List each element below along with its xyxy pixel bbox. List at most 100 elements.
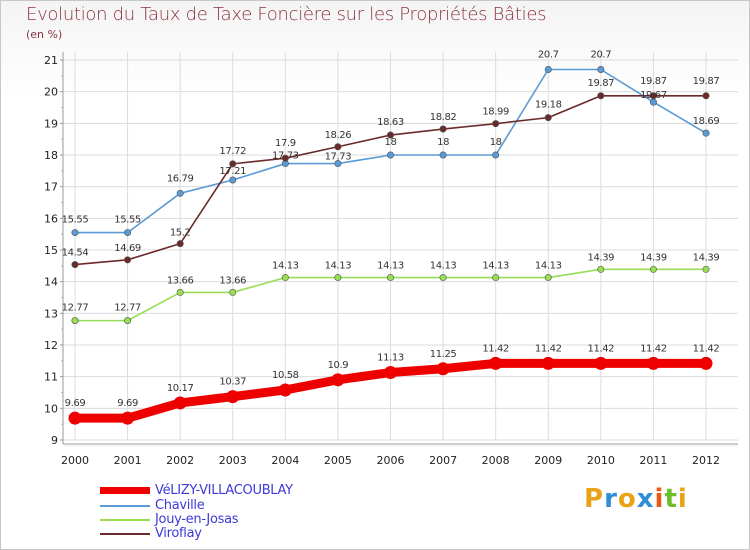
legend-label-chaville: Chaville (155, 498, 205, 513)
data-label: 10.37 (219, 377, 246, 388)
data-point (597, 92, 605, 100)
chart-title: Evolution du Taux de Taxe Foncière sur l… (26, 4, 547, 25)
data-label: 19.67 (640, 90, 667, 101)
data-point (176, 240, 184, 248)
data-point (124, 317, 132, 325)
data-label: 13.66 (219, 275, 246, 286)
y-tick-label: 14 (44, 276, 58, 289)
data-label: 20.7 (590, 50, 611, 61)
y-tick-label: 12 (44, 339, 58, 352)
data-label: 19.87 (693, 76, 720, 87)
data-point (281, 274, 289, 282)
data-label: 11.42 (482, 343, 509, 354)
data-point (492, 120, 500, 128)
data-label: 19.87 (640, 76, 667, 87)
data-point (71, 229, 79, 237)
data-label: 14.39 (693, 252, 720, 263)
x-tick-label: 2000 (61, 454, 89, 467)
data-label: 10.9 (328, 360, 349, 371)
data-point (229, 176, 237, 184)
data-labels: 15.55 15.55 16.79 17.21 17.73 17.73 18 18 18 20.7… (62, 50, 720, 410)
data-point (702, 92, 710, 100)
data-label: 11.42 (693, 343, 720, 354)
data-point (702, 265, 710, 273)
legend-swatch-viroflay (100, 533, 150, 535)
data-label: 11.13 (377, 353, 404, 364)
data-label: 18.69 (693, 116, 720, 127)
legend-label-viroflay: Viroflay (155, 526, 202, 541)
data-point (386, 151, 394, 159)
x-tick-label: 2008 (482, 454, 510, 467)
data-point (173, 396, 187, 410)
data-label: 12.77 (114, 303, 141, 314)
data-point (334, 143, 342, 151)
y-tick-label: 9 (51, 434, 58, 447)
y-tick-label: 17 (44, 181, 58, 194)
data-point (544, 274, 552, 282)
data-label: 10.58 (272, 370, 299, 381)
data-point (386, 274, 394, 282)
data-label: 9.69 (65, 398, 86, 409)
data-point (699, 356, 713, 370)
data-point (436, 362, 450, 376)
data-label: 13.66 (167, 275, 194, 286)
data-label: 18.63 (377, 117, 404, 128)
legend-swatch-chaville (100, 505, 150, 507)
data-label: 12.77 (62, 303, 89, 314)
data-label: 15.55 (62, 215, 89, 226)
y-tick-label: 11 (44, 371, 58, 384)
data-point (229, 288, 237, 296)
data-label: 15.2 (170, 228, 191, 239)
data-label: 14.13 (272, 261, 299, 272)
data-label: 14.13 (430, 261, 457, 272)
y-tick-label: 10 (44, 402, 58, 415)
data-label: 11.42 (588, 343, 615, 354)
data-point (121, 411, 135, 425)
data-label: 17.72 (219, 146, 246, 157)
data-point (702, 129, 710, 137)
grid-lines (63, 52, 738, 441)
data-point (489, 356, 503, 370)
data-point (649, 92, 657, 100)
data-label: 16.79 (167, 173, 194, 184)
data-label: 19.87 (588, 78, 615, 89)
data-label: 18.82 (430, 112, 457, 123)
y-tick-label: 16 (44, 212, 58, 225)
x-tick-label: 2003 (219, 454, 247, 467)
data-point (649, 265, 657, 273)
y-tick-label: 18 (44, 149, 58, 162)
data-point (229, 160, 237, 168)
y-tick-label: 13 (44, 307, 58, 320)
data-label: 17.73 (272, 151, 299, 162)
data-point (544, 114, 552, 122)
data-point (544, 66, 552, 74)
data-label: 9.69 (117, 398, 138, 409)
data-point (124, 256, 132, 264)
data-label: 18.26 (325, 130, 352, 141)
data-point (278, 383, 292, 397)
x-tick-label: 2004 (271, 454, 299, 467)
data-point (384, 366, 397, 380)
x-tick-label: 2001 (114, 454, 142, 467)
data-point (334, 160, 342, 168)
data-label: 19.18 (535, 100, 562, 111)
y-tick-label: 19 (44, 117, 58, 130)
data-label: 18 (490, 137, 502, 148)
data-label: 14.39 (640, 252, 667, 263)
data-point (331, 373, 345, 387)
legend-label-velizy: VéLIZY-VILLACOUBLAY (155, 483, 293, 498)
data-point (439, 274, 447, 282)
data-point (492, 151, 500, 159)
y-tick-label: 20 (44, 86, 58, 99)
data-label: 17.9 (275, 138, 296, 149)
data-label: 14.13 (482, 261, 509, 272)
data-point (541, 356, 555, 370)
data-point (646, 356, 660, 370)
data-label: 14.13 (535, 261, 562, 272)
data-label: 17.73 (325, 152, 352, 163)
data-label: 14.39 (588, 252, 615, 263)
data-label: 14.13 (325, 261, 352, 272)
data-label: 14.69 (114, 243, 141, 254)
data-point (492, 274, 500, 282)
data-label: 20.7 (538, 50, 559, 61)
